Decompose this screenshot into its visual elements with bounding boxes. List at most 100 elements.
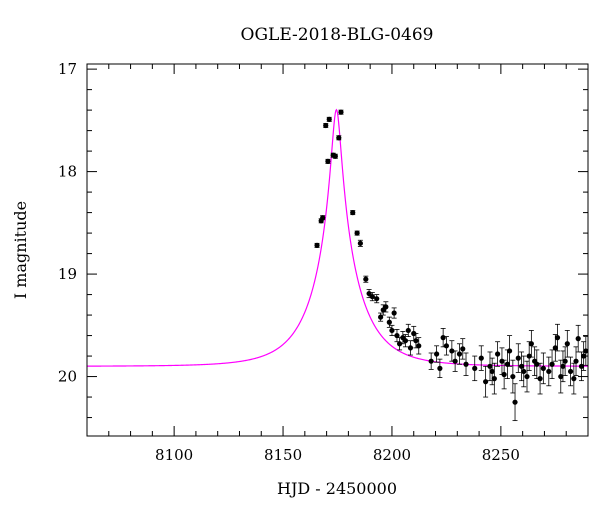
data-point	[501, 359, 507, 390]
data-point	[378, 312, 384, 322]
point-marker	[396, 341, 403, 347]
data-point	[506, 335, 513, 367]
point-marker	[437, 365, 443, 371]
data-point	[472, 355, 478, 382]
x-axis-label: HJD - 2450000	[277, 479, 397, 498]
point-marker	[389, 327, 395, 334]
data-point	[528, 330, 534, 358]
data-point	[510, 359, 516, 394]
data-point	[449, 340, 455, 362]
data-point	[413, 333, 419, 349]
data-point	[456, 343, 463, 365]
y-tick-label: 18	[58, 163, 77, 181]
point-marker	[314, 242, 320, 248]
data-point	[396, 337, 403, 351]
point-marker	[567, 368, 574, 375]
point-marker	[363, 276, 369, 282]
point-marker	[483, 379, 489, 385]
point-marker	[386, 319, 392, 325]
data-point	[571, 362, 577, 395]
point-marker	[378, 314, 384, 320]
plot-frame	[86, 63, 589, 437]
data-point	[389, 324, 395, 336]
data-point	[546, 356, 552, 387]
point-marker	[407, 345, 414, 351]
data-point	[489, 357, 495, 386]
data-point	[562, 346, 568, 376]
point-marker	[583, 348, 588, 354]
point-marker	[575, 336, 581, 342]
point-marker	[549, 361, 555, 367]
point-marker	[554, 335, 561, 341]
x-tick-label: 8200	[373, 446, 411, 464]
point-marker	[562, 358, 568, 364]
data-point	[416, 337, 422, 355]
data-point	[407, 340, 414, 356]
data-point	[437, 358, 443, 378]
data-point	[567, 356, 574, 387]
data-point	[560, 350, 566, 383]
plot-area	[87, 108, 588, 422]
data-point	[487, 351, 493, 382]
point-marker	[501, 371, 507, 378]
data-point	[354, 230, 360, 236]
point-marker	[524, 373, 530, 380]
data-point	[478, 345, 484, 371]
point-marker	[578, 363, 585, 369]
point-marker	[428, 358, 434, 364]
point-marker	[472, 365, 478, 371]
data-point	[386, 316, 392, 328]
data-point	[363, 275, 369, 283]
data-point	[320, 215, 326, 221]
data-point	[326, 116, 332, 122]
data-point	[575, 324, 581, 353]
point-marker	[521, 368, 527, 375]
data-point	[325, 158, 331, 164]
data-point	[495, 341, 501, 367]
point-marker	[506, 348, 513, 354]
data-point	[540, 352, 546, 385]
point-marker	[571, 376, 577, 382]
data-point	[383, 301, 389, 313]
data-point	[428, 352, 434, 370]
point-marker	[518, 363, 525, 369]
point-marker	[495, 351, 501, 357]
data-point	[554, 323, 561, 352]
point-marker	[440, 335, 446, 341]
data-point	[537, 362, 543, 395]
point-marker	[487, 363, 493, 369]
point-marker	[515, 355, 521, 361]
point-marker	[394, 332, 400, 339]
point-marker	[416, 343, 422, 349]
point-marker	[323, 122, 329, 129]
point-marker	[460, 346, 466, 352]
point-marker	[350, 209, 356, 216]
x-tick-label: 8250	[482, 446, 520, 464]
point-marker	[560, 363, 566, 369]
plot-clip-group	[87, 108, 588, 422]
point-marker	[540, 365, 546, 371]
y-tick-label: 17	[58, 60, 77, 78]
data-point	[573, 346, 579, 376]
point-marker	[564, 341, 570, 347]
data-point	[323, 122, 329, 129]
data-point	[512, 383, 518, 422]
data-point	[463, 352, 469, 376]
point-marker	[325, 158, 331, 164]
data-point	[434, 345, 440, 363]
data-point	[491, 362, 497, 395]
point-marker	[534, 361, 540, 367]
data-point	[314, 242, 320, 248]
point-marker	[383, 304, 389, 310]
point-marker	[354, 230, 360, 236]
point-marker	[546, 368, 552, 375]
point-marker	[369, 294, 375, 300]
model-curve	[87, 108, 588, 367]
point-marker	[504, 361, 511, 367]
point-marker	[528, 341, 534, 347]
data-point	[460, 338, 466, 360]
data-point	[374, 294, 380, 304]
data-point	[394, 329, 400, 343]
point-marker	[402, 338, 409, 344]
